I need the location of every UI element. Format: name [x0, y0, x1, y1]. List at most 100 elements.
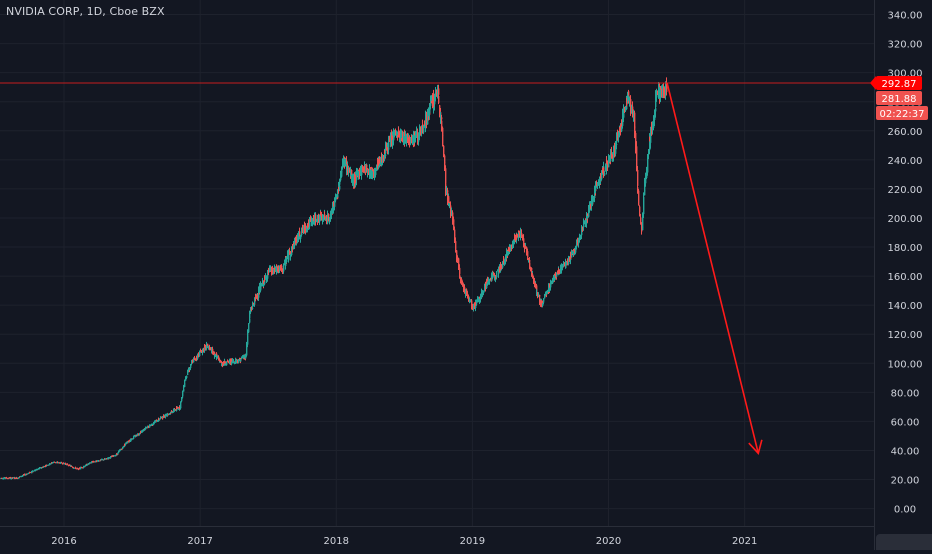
candle-body — [276, 271, 278, 272]
candle-body — [665, 85, 667, 95]
candle-body — [264, 277, 266, 279]
candle-body — [469, 299, 471, 301]
candle-body — [5, 478, 7, 480]
candle-body — [532, 274, 534, 278]
candle-body — [425, 116, 427, 127]
candle-body — [566, 263, 568, 265]
candle-body — [281, 265, 283, 271]
candle-body — [337, 191, 339, 198]
y-tick-label: 60.00 — [891, 417, 920, 428]
candle-body — [72, 467, 74, 469]
last-price-label: 292.87 — [882, 79, 917, 90]
candle-body — [286, 258, 288, 262]
y-tick-label: 240.00 — [888, 156, 923, 167]
candle-body — [130, 440, 132, 442]
candle-body — [404, 141, 406, 142]
candle-body — [433, 95, 435, 103]
candle-body — [44, 466, 46, 467]
candle-body — [446, 190, 448, 192]
candle-body — [512, 246, 514, 248]
candle-body — [519, 231, 521, 237]
candle-body — [97, 460, 99, 462]
candle-body — [50, 463, 52, 465]
candle-body — [30, 472, 32, 474]
candle-body — [537, 292, 539, 297]
candle-body — [555, 273, 557, 276]
y-tick-label: 220.00 — [888, 185, 923, 196]
candle-body — [568, 260, 570, 265]
candle-body — [449, 202, 451, 204]
candle-body — [185, 378, 187, 381]
candle-body — [497, 270, 499, 272]
axis-settings-button[interactable] — [876, 534, 932, 550]
candle-body — [303, 226, 305, 230]
candle-body — [290, 254, 292, 257]
candle-body — [429, 105, 431, 114]
candle-body — [152, 424, 154, 426]
candle-body — [60, 462, 62, 464]
candle-body — [107, 458, 109, 460]
candle-body — [550, 283, 552, 285]
candle-body — [4, 477, 6, 479]
candle-body — [108, 457, 110, 459]
candle-body — [556, 272, 558, 277]
candle-body — [424, 123, 426, 125]
candle-body — [454, 234, 456, 241]
candle-body — [96, 460, 98, 462]
candle-body — [28, 472, 30, 474]
candle-body — [444, 155, 446, 163]
candle-body — [187, 371, 189, 373]
candle-body — [141, 431, 143, 433]
candle-body — [444, 162, 446, 170]
candle-body — [438, 88, 440, 95]
candle-body — [653, 120, 655, 123]
candle-body — [359, 170, 361, 173]
candle-body — [597, 184, 599, 186]
candle-body — [210, 347, 212, 349]
candle-body — [231, 359, 233, 365]
candle-body — [513, 243, 515, 244]
candle-body — [536, 285, 538, 293]
candle-body — [540, 300, 542, 307]
candle-body — [578, 239, 580, 243]
candle-body — [348, 170, 350, 174]
candle-body — [636, 166, 638, 171]
candle-body — [43, 466, 45, 468]
candle-body — [591, 198, 593, 207]
candle-body — [336, 194, 338, 199]
candle-body — [560, 269, 562, 273]
candle-body — [606, 161, 608, 170]
candle-body — [422, 123, 424, 133]
candle-body — [138, 434, 140, 436]
candle-body — [247, 335, 249, 345]
candle-body — [184, 380, 186, 383]
candle-body — [278, 268, 280, 271]
candle-body — [111, 456, 113, 458]
candle-body — [552, 279, 554, 284]
candle-body — [472, 307, 474, 309]
candle-body — [165, 415, 167, 418]
candle-body — [615, 146, 617, 154]
candle-body — [330, 213, 332, 215]
candle-body — [382, 159, 384, 160]
x-tick-label: 2016 — [51, 536, 76, 547]
candle-body — [437, 88, 439, 93]
candle-body — [431, 97, 433, 100]
candle-body — [146, 427, 148, 429]
candle-body — [158, 418, 160, 420]
candle-body — [622, 112, 624, 114]
candle-body — [24, 474, 26, 476]
candle-body — [65, 463, 67, 465]
candle-body — [388, 141, 390, 148]
candle-body — [654, 111, 656, 113]
candle-body — [69, 464, 71, 466]
candle-body — [343, 160, 345, 162]
candle-body — [119, 449, 121, 451]
candle-body — [538, 294, 540, 296]
candle-body — [168, 413, 170, 415]
candle-body — [122, 446, 124, 448]
candle-body — [173, 411, 175, 413]
